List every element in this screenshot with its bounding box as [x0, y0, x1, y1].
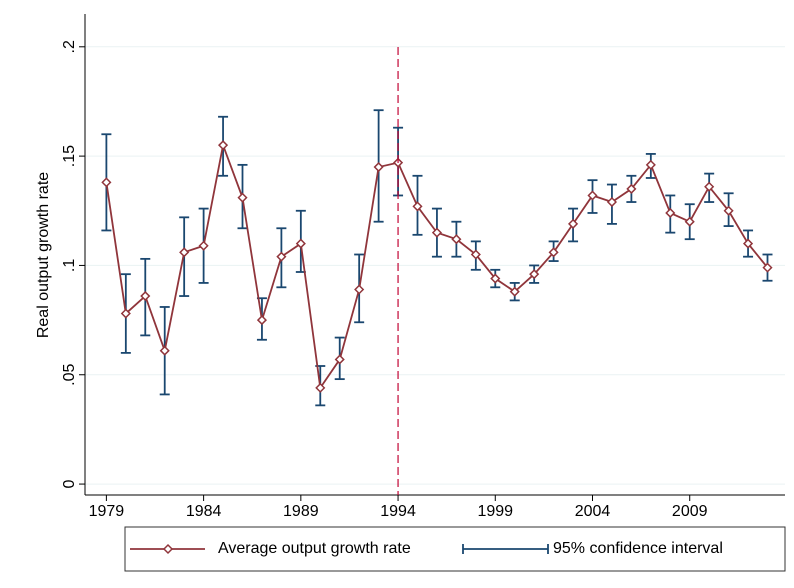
x-tick-label: 1984 — [186, 503, 222, 520]
data-point — [762, 262, 773, 273]
x-tick-label: 1979 — [89, 503, 125, 520]
y-tick-label: .05 — [61, 364, 78, 386]
data-point — [217, 140, 229, 151]
data-point — [373, 161, 384, 173]
x-tick-label: 2004 — [575, 503, 611, 520]
data-point — [179, 247, 190, 258]
data-point — [276, 251, 287, 262]
y-axis-title: Real output growth rate — [35, 172, 52, 338]
legend-label: 95% confidence interval — [553, 540, 723, 557]
data-point — [684, 216, 695, 227]
data-point — [256, 315, 268, 326]
data-point — [490, 273, 501, 284]
data-point — [295, 238, 306, 249]
data-point — [645, 159, 656, 170]
data-point — [101, 177, 112, 188]
data-point — [742, 238, 754, 249]
data-point — [509, 286, 520, 297]
data-point — [587, 190, 598, 201]
data-point — [723, 205, 734, 216]
data-point — [431, 227, 443, 238]
data-point — [665, 207, 676, 219]
y-tick-label: .2 — [61, 40, 78, 53]
data-point — [198, 240, 209, 251]
y-tick-label: .1 — [61, 259, 78, 272]
data-point — [315, 382, 326, 393]
data-point — [120, 308, 131, 319]
legend-box — [124, 526, 786, 572]
data-point — [567, 218, 579, 229]
x-tick-label: 1999 — [477, 503, 513, 520]
data-point — [334, 354, 345, 365]
x-tick-label: 2009 — [672, 503, 708, 520]
x-tick-label: 1989 — [283, 503, 319, 520]
data-point — [470, 249, 481, 260]
data-point — [626, 183, 637, 194]
data-point — [704, 181, 715, 192]
x-tick-label: 1994 — [380, 503, 416, 520]
data-point — [237, 192, 248, 203]
data-point — [140, 290, 151, 302]
y-tick-label: .15 — [61, 145, 78, 167]
data-point — [606, 196, 618, 208]
data-point — [451, 234, 462, 245]
data-point — [412, 201, 423, 212]
data-point — [529, 269, 540, 280]
legend-marker — [162, 543, 174, 555]
data-point — [159, 345, 170, 356]
y-tick-label: 0 — [61, 480, 78, 489]
legend-label: Average output growth rate — [218, 540, 411, 557]
data-point — [548, 247, 559, 258]
data-point — [354, 284, 365, 295]
